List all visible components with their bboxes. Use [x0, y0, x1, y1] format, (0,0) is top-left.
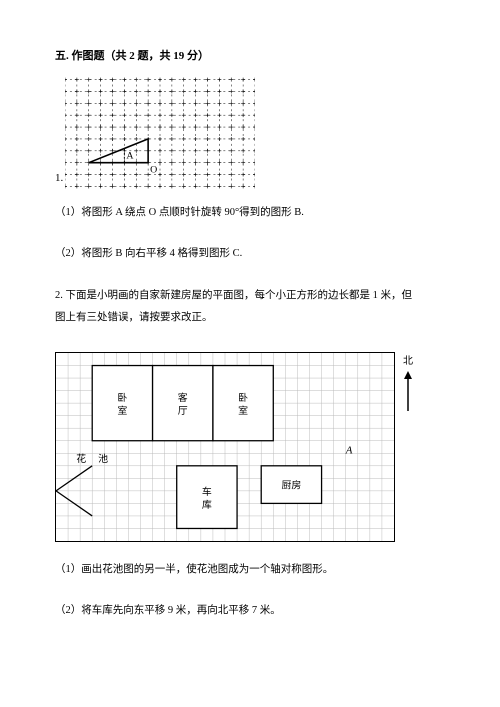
svg-text:花: 花 — [76, 451, 86, 464]
q2-sub2: （2）将车库先向东平移 9 米，再向北平移 7 米。 — [55, 603, 445, 619]
svg-text:卧: 卧 — [117, 391, 127, 404]
q1-number: 1. — [55, 170, 63, 189]
north-arrow-icon — [403, 371, 413, 411]
floorplan-wrap: 卧室客厅卧室车库厨房花池A 北 — [55, 352, 445, 542]
floorplan: 卧室客厅卧室车库厨房花池A — [55, 352, 395, 542]
svg-text:室: 室 — [238, 404, 248, 417]
svg-text:A: A — [127, 150, 135, 161]
svg-text:库: 库 — [202, 498, 212, 511]
svg-text:厨房: 厨房 — [281, 478, 301, 491]
q2-sub1: （1）画出花池图的另一半，使花池图成为一个轴对称图形。 — [55, 562, 445, 578]
q2-intro-line2: 图上有三处错误，请按要求改正。 — [55, 310, 445, 326]
svg-text:室: 室 — [117, 404, 127, 417]
svg-text:客: 客 — [178, 391, 188, 404]
svg-text:卧: 卧 — [238, 391, 248, 404]
compass: 北 — [403, 354, 413, 411]
svg-text:厅: 厅 — [178, 406, 188, 417]
section-title: 五. 作图题（共 2 题，共 19 分） — [55, 48, 445, 65]
svg-text:车: 车 — [202, 485, 212, 498]
grid-figure-1: AO — [65, 77, 255, 189]
svg-text:O: O — [150, 164, 157, 175]
q2-intro-line1: 2. 下面是小明画的自家新建房屋的平面图，每个小正方形的边长都是 1 米，但 — [55, 288, 445, 304]
question-1: 1. AO — [55, 77, 445, 189]
svg-text:A: A — [345, 444, 353, 456]
q1-sub1: （1）将图形 A 绕点 O 点顺时针旋转 90°得到的图形 B. — [55, 205, 445, 221]
svg-text:池: 池 — [98, 451, 108, 464]
compass-label: 北 — [403, 354, 413, 369]
q1-sub2: （2）将图形 B 向右平移 4 格得到图形 C. — [55, 246, 445, 262]
